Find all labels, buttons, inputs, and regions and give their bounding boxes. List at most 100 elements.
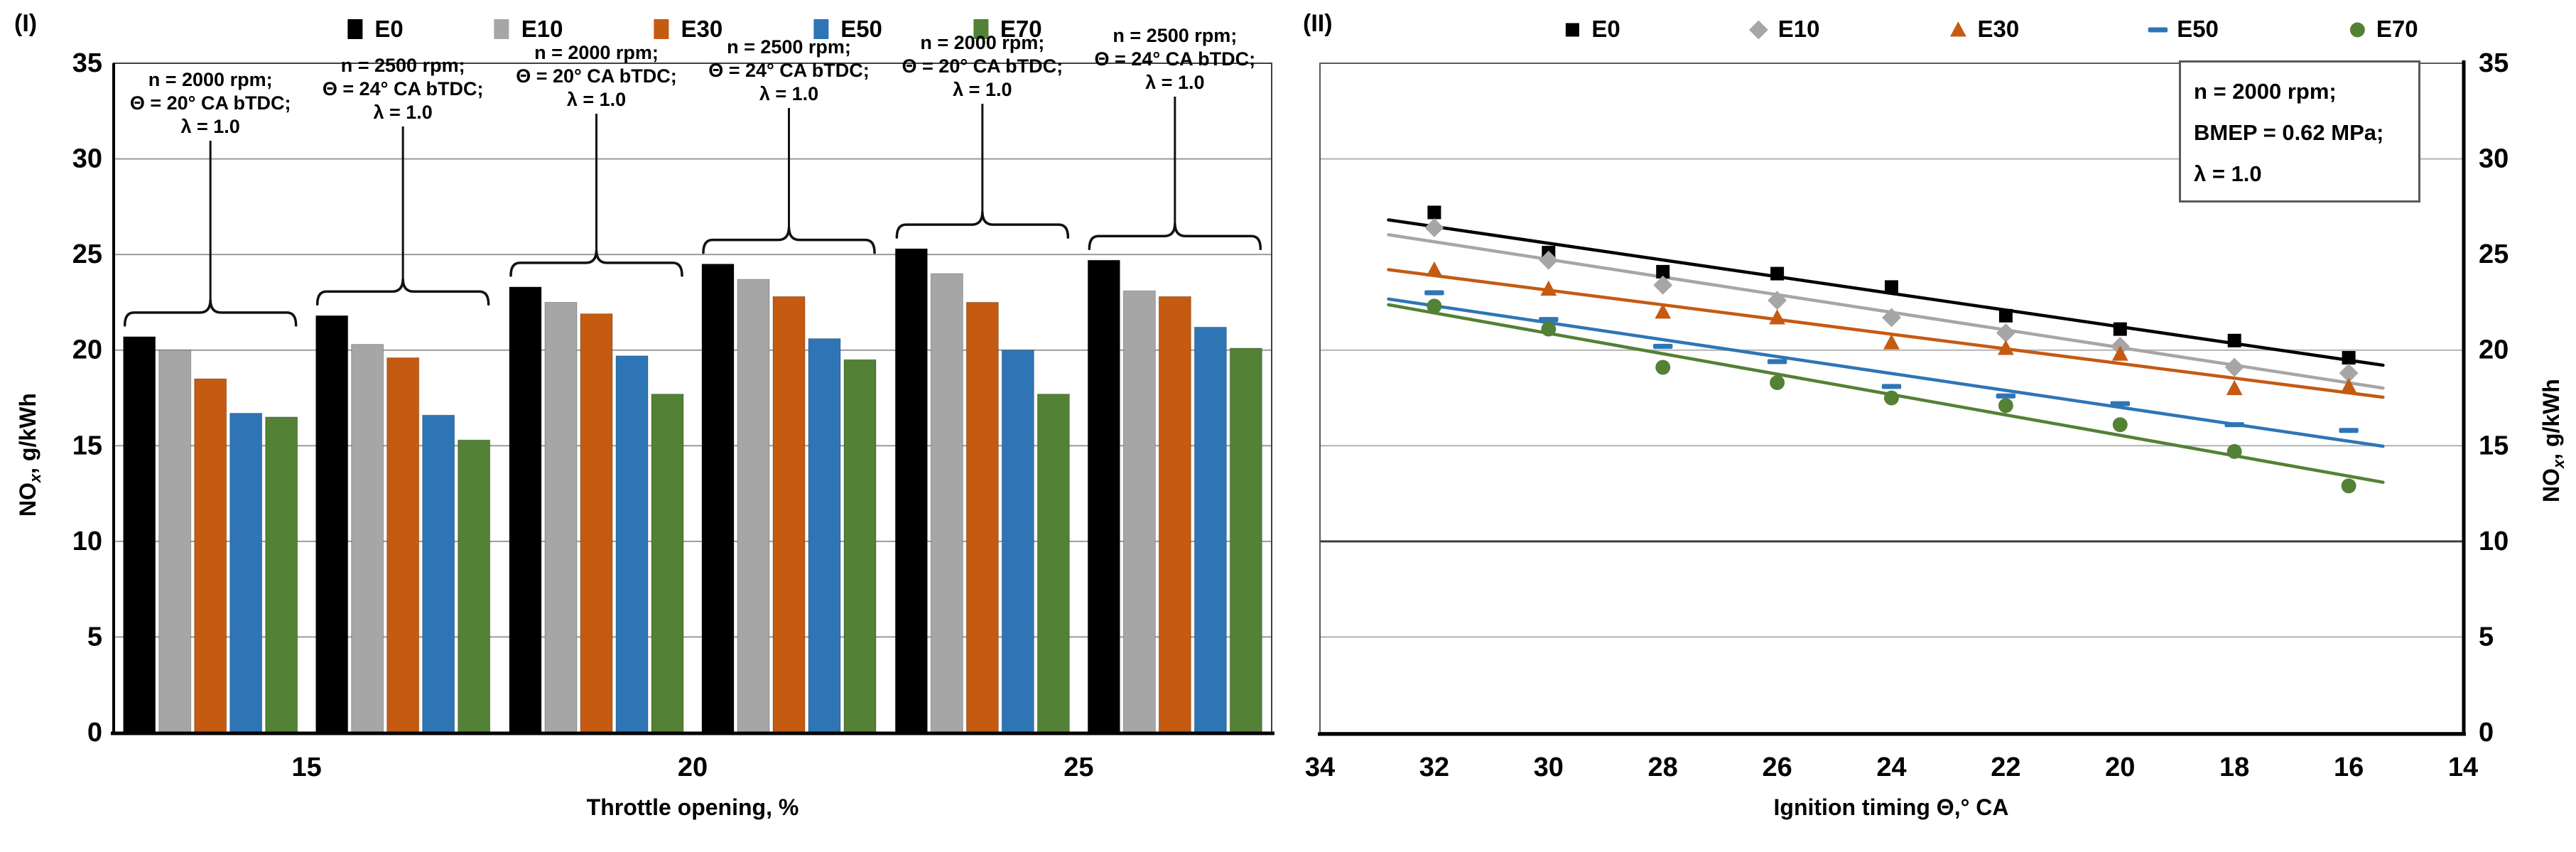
bar-E10 (544, 301, 578, 733)
x-tick-label: 14 (2448, 753, 2478, 782)
y-tick-label: 35 (72, 48, 102, 78)
point-E30 (2226, 379, 2243, 396)
x-tick-label: 18 (2219, 753, 2249, 782)
point-E0 (2342, 350, 2356, 365)
point-E10 (1996, 323, 2015, 343)
y-axis-title-left: NOx, g/kWh (15, 393, 45, 517)
square-icon (347, 19, 363, 39)
cluster-annotation-line: n = 2000 rpm; (534, 42, 659, 63)
point-E70 (2226, 443, 2242, 459)
y-tick-label: 30 (72, 144, 102, 174)
cluster-annotation-line: Θ = 24° CA bTDC; (708, 60, 870, 81)
cluster-annotation: n = 2500 rpm; Θ = 24° CA bTDC; λ = 1.0 (282, 54, 524, 124)
point-E50 (1653, 343, 1673, 349)
point-E70 (1998, 398, 2013, 414)
y-tick-label: 15 (72, 431, 102, 460)
point-E70 (2112, 417, 2128, 433)
y-tick-label: 25 (2479, 239, 2509, 269)
point-E0 (2113, 322, 2127, 336)
bar-E10 (158, 350, 192, 733)
point-E70 (1541, 321, 1557, 337)
legend-item-E30: E30 (649, 16, 723, 43)
y-axis-title-left-prefix: NO (14, 482, 40, 517)
y-axis-title-left-suffix: , g/kWh (14, 393, 40, 474)
point-E50 (1539, 317, 1559, 323)
point-E70 (1655, 360, 1671, 375)
point-E0 (1885, 280, 1898, 294)
y-tick-label: 10 (2479, 527, 2509, 556)
bar-E10 (930, 273, 963, 733)
x-axis-title-right: Ignition timing Θ,° CA (1773, 794, 2009, 820)
bar-E70 (651, 394, 684, 733)
y-tick-label: 25 (72, 239, 102, 269)
point-E0 (1427, 205, 1441, 220)
legend-item-E50: E50 (809, 16, 882, 43)
point-E50 (2224, 422, 2244, 428)
x-tick-label: 22 (1991, 753, 2020, 782)
y-tick-label: 5 (2479, 622, 2494, 652)
bar-E70 (1037, 394, 1070, 733)
bar-chart-nox-vs-throttle: 0 5 10 15 20 25 30 35 15 20 25 (72, 48, 1275, 782)
point-E0 (1656, 264, 1670, 279)
legend-left: E0 E10 E30 E50 E70 (343, 16, 1042, 43)
x-tick-label: 32 (1419, 753, 1449, 782)
y-tick-label: 10 (72, 527, 102, 556)
legend-label: E30 (681, 16, 723, 42)
x-tick-label: 24 (1876, 753, 1906, 782)
y-tick-label: 0 (2479, 718, 2494, 748)
bar-E70 (265, 416, 298, 733)
diamond-icon (494, 19, 509, 39)
legend-label: E30 (1977, 16, 2020, 42)
y-axis-title-right-suffix: , g/kWh (2538, 379, 2564, 460)
legend-label: E50 (2177, 16, 2219, 42)
bar-E0 (894, 248, 928, 733)
point-E50 (1424, 290, 1444, 296)
cluster-annotation-line: λ = 1.0 (759, 83, 819, 104)
bar-E0 (701, 264, 735, 733)
x-tick-label: 20 (2105, 753, 2135, 782)
bar-E30 (194, 378, 227, 733)
triangle-icon (1950, 21, 1966, 37)
cluster-annotation-line: Θ = 20° CA bTDC; (516, 65, 677, 87)
bar-E50 (422, 414, 455, 733)
point-E0 (2227, 333, 2241, 347)
legend-label: E0 (1591, 16, 1620, 42)
legend-item-E70: E70 (969, 16, 1042, 43)
legend-right: E0 E10 E30 E50 E70 (1560, 16, 2418, 43)
x-tick-label: 30 (1534, 753, 1564, 782)
dash-icon (2148, 27, 2168, 33)
point-E30 (1426, 261, 1443, 277)
cluster-annotation-line: λ = 1.0 (1145, 72, 1205, 93)
legend-item-E0: E0 (343, 16, 404, 43)
cluster-annotation-line: λ = 1.0 (953, 79, 1012, 100)
cluster-annotation: n = 2000 rpm; Θ = 20° CA bTDC; λ = 1.0 (862, 31, 1103, 102)
bar-E50 (1194, 326, 1227, 733)
bar-E30 (1158, 296, 1191, 733)
cluster-annotation-line: n = 2500 rpm; (1113, 25, 1238, 46)
legend-item-E0: E0 (1560, 16, 1620, 43)
point-E0 (1998, 308, 2013, 323)
point-E30 (1998, 340, 2014, 355)
x-axis-title-left: Throttle opening, % (586, 794, 799, 820)
y-tick-label: 20 (72, 335, 102, 365)
y-tick-label: 20 (2479, 335, 2509, 365)
bar-E0 (1087, 259, 1120, 733)
point-E50 (1881, 384, 1902, 389)
bar-E70 (458, 439, 491, 733)
legend-item-E10: E10 (490, 16, 563, 43)
bar-E50 (615, 355, 649, 733)
point-E50 (1996, 393, 2016, 399)
x-tick-label: 15 (292, 753, 322, 782)
bar-E50 (808, 338, 841, 733)
conditions-box-line-2: BMEP = 0.62 MPa; (2194, 120, 2384, 145)
cluster-annotation-line: λ = 1.0 (566, 89, 627, 110)
legend-swatch (494, 19, 509, 39)
bar-E30 (580, 313, 613, 733)
trend-line-E50 (1387, 297, 2385, 448)
bar-E10 (1122, 290, 1156, 733)
legend-item-E70: E70 (2345, 16, 2418, 43)
point-E30 (1655, 303, 1672, 319)
point-E50 (2110, 401, 2130, 406)
y-axis-title-right-prefix: NO (2538, 468, 2564, 502)
